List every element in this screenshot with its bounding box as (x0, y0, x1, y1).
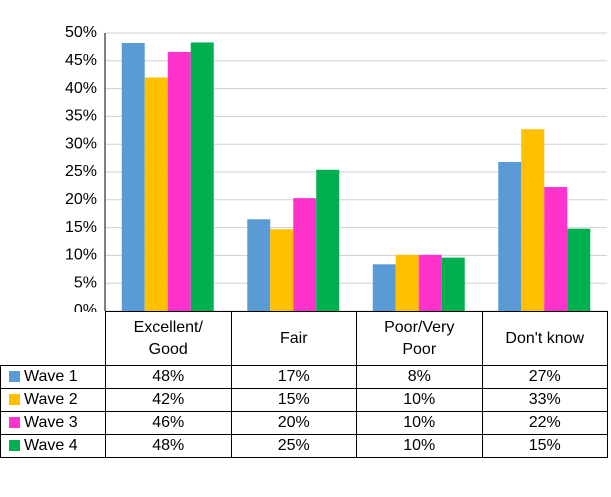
bar (190, 42, 214, 312)
data-table: Excellent/ Good Fair Poor/Very Poor Don't k… (0, 311, 608, 458)
value-cell: 22% (481, 411, 608, 435)
legend-swatch (9, 394, 20, 405)
series-row: Wave 3 46% 20% 10% 22% (0, 411, 608, 435)
legend-label: Wave 4 (24, 437, 78, 454)
category-cell: Excellent/ Good (105, 311, 232, 366)
legend-swatch (9, 371, 20, 382)
value-label: 48% (152, 437, 185, 454)
series-row: Wave 2 42% 15% 10% 33% (0, 388, 608, 412)
y-tick-label: 15% (65, 219, 97, 236)
value-cell: 42% (105, 388, 232, 412)
y-tick-label: 25% (65, 163, 97, 180)
bar (167, 51, 191, 312)
value-label: 46% (152, 414, 185, 431)
value-label: 27% (528, 368, 561, 385)
header-row: Excellent/ Good Fair Poor/Very Poor Don't k… (0, 311, 608, 366)
value-cell: 27% (481, 365, 608, 389)
value-label: 10% (403, 437, 436, 454)
y-tick-label: 30% (65, 135, 97, 152)
series-row: Wave 1 48% 17% 8% 27% (0, 365, 608, 389)
value-label: 10% (403, 414, 436, 431)
series-name-cell: Wave 4 (0, 434, 106, 458)
bar (395, 254, 419, 311)
series-row: Wave 4 48% 25% 10% 15% (0, 434, 608, 458)
value-label: 17% (277, 368, 310, 385)
legend-swatch (9, 440, 20, 451)
bar (316, 169, 340, 311)
bar (270, 229, 294, 311)
category-label: Poor/Very Poor (384, 318, 455, 358)
value-cell: 25% (230, 434, 357, 458)
value-cell: 20% (230, 411, 357, 435)
y-tick-label: 5% (74, 274, 97, 291)
value-cell: 15% (481, 434, 608, 458)
value-cell: 10% (356, 434, 483, 458)
y-tick-label: 40% (65, 80, 97, 97)
y-tick-label: 35% (65, 108, 97, 125)
value-label: 8% (407, 368, 431, 385)
value-label: 20% (277, 414, 310, 431)
category-cell: Fair (230, 311, 357, 366)
bar (293, 198, 317, 311)
series-name-cell: Wave 2 (0, 388, 106, 412)
value-label: 25% (277, 437, 310, 454)
legend-label: Wave 3 (24, 414, 78, 431)
value-cell: 10% (356, 411, 483, 435)
category-label: Don't know (505, 329, 585, 347)
value-label: 48% (152, 368, 185, 385)
bar (121, 43, 145, 312)
category-label: Fair (279, 329, 308, 347)
series-name-cell: Wave 3 (0, 411, 106, 435)
bar (441, 257, 465, 311)
bar (567, 228, 591, 311)
bar (521, 129, 545, 311)
category-cell: Don't know (481, 311, 608, 366)
bar (498, 161, 522, 311)
bar (418, 254, 442, 311)
value-cell: 15% (230, 388, 357, 412)
chart: 0% 5% 10% 15% 20% 25% 30% 35% 40% 45% 50% (65, 24, 607, 312)
category-cell: Poor/Very Poor (356, 311, 483, 366)
value-label: 22% (528, 414, 561, 431)
bar (247, 219, 271, 311)
legend-swatch (9, 417, 20, 428)
legend-label: Wave 1 (24, 368, 78, 385)
value-cell: 46% (105, 411, 232, 435)
value-cell: 48% (105, 365, 232, 389)
y-tick-label: 20% (65, 191, 97, 208)
bar (544, 187, 568, 311)
value-cell: 8% (356, 365, 483, 389)
category-label: Excellent/ Good (133, 318, 203, 358)
series-name-cell: Wave 1 (0, 365, 106, 389)
legend-label: Wave 2 (24, 391, 78, 408)
value-label: 10% (403, 391, 436, 408)
value-label: 33% (528, 391, 561, 408)
y-tick-label: 10% (65, 247, 97, 264)
blank-cell (0, 311, 106, 366)
y-tick-label: 50% (65, 24, 97, 41)
value-cell: 33% (481, 388, 608, 412)
value-label: 15% (528, 437, 561, 454)
value-label: 15% (277, 391, 310, 408)
bar (144, 77, 168, 311)
value-cell: 10% (356, 388, 483, 412)
y-tick-label: 0% (74, 302, 97, 312)
bar (372, 264, 396, 311)
value-cell: 17% (230, 365, 357, 389)
value-cell: 48% (105, 434, 232, 458)
y-tick-label: 45% (65, 52, 97, 69)
value-label: 42% (152, 391, 185, 408)
